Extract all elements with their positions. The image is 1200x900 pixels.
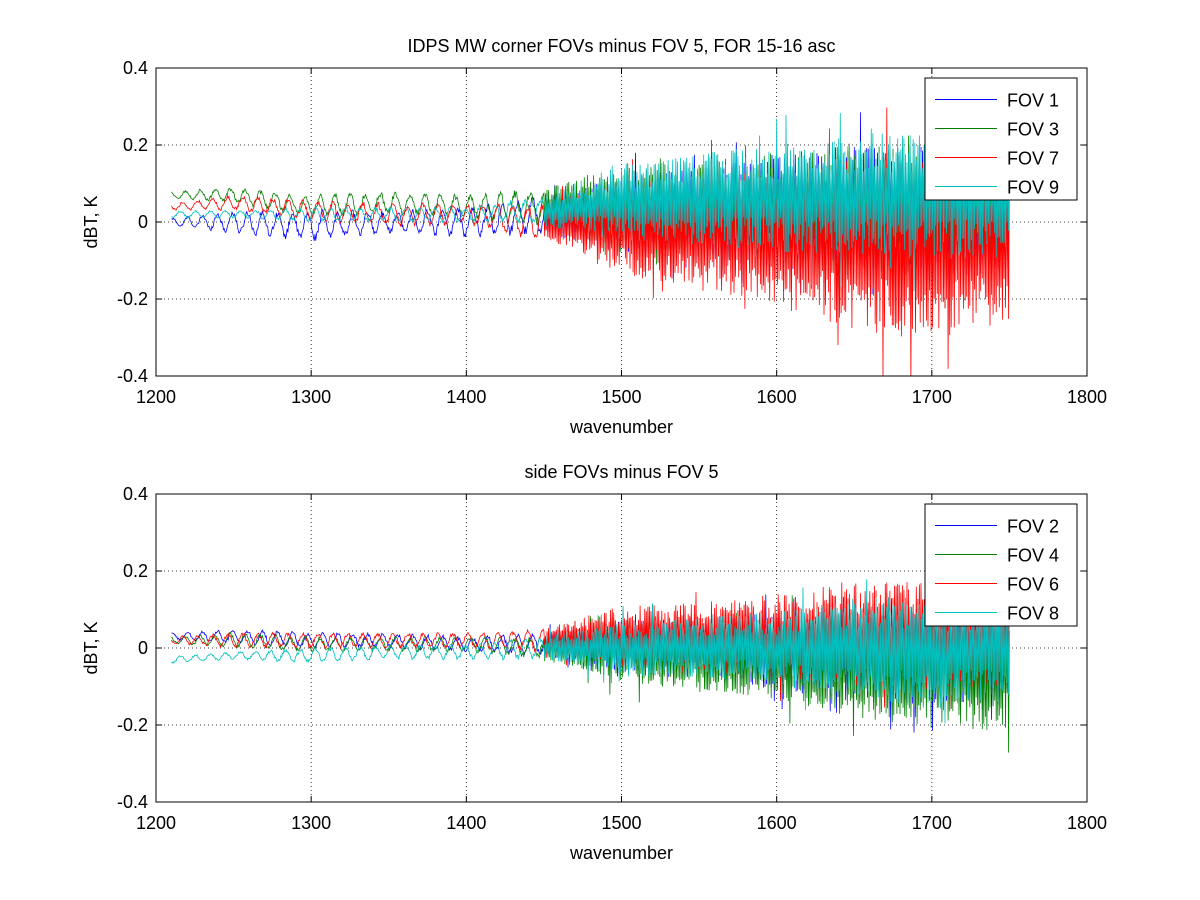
- x-tick-label: 1200: [136, 813, 176, 833]
- x-tick-label: 1400: [446, 813, 486, 833]
- y-axis: -0.4 -0.2 0 0.2 0.4: [117, 58, 1087, 386]
- y-tick-label: 0.2: [123, 561, 148, 581]
- y-tick-label: 0: [138, 212, 148, 232]
- legend-label: FOV 9: [1007, 178, 1059, 198]
- x-axis-label: wavenumber: [569, 843, 673, 863]
- legend-label: FOV 7: [1007, 149, 1059, 169]
- legend-label: FOV 6: [1007, 575, 1059, 595]
- legend-label: FOV 2: [1007, 517, 1059, 537]
- legend-label: FOV 8: [1007, 604, 1059, 624]
- y-tick-label: -0.2: [117, 715, 148, 735]
- y-tick-label: -0.2: [117, 289, 148, 309]
- x-axis-label: wavenumber: [569, 417, 673, 437]
- x-tick-label: 1700: [912, 813, 952, 833]
- legend: FOV 1 FOV 3 FOV 7 FOV 9: [924, 77, 1078, 201]
- y-tick-label: -0.4: [117, 366, 148, 386]
- y-tick-label: -0.4: [117, 792, 148, 812]
- series-group: [171, 107, 1010, 376]
- x-tick-label: 1400: [446, 387, 486, 407]
- x-tick-label: 1600: [757, 387, 797, 407]
- y-axis-label: dBT, K: [81, 195, 101, 248]
- legend-label: FOV 4: [1007, 546, 1059, 566]
- y-tick-label: 0.2: [123, 135, 148, 155]
- x-axis: 1200 1300 1400 1500 1600 1700 1800: [136, 68, 1107, 407]
- series-line-fov-9: [171, 113, 1010, 292]
- legend-box: [924, 503, 1078, 627]
- x-axis: 1200 1300 1400 1500 1600 1700 1800: [136, 494, 1107, 833]
- x-tick-label: 1500: [601, 813, 641, 833]
- x-tick-label: 1200: [136, 387, 176, 407]
- x-tick-label: 1300: [291, 813, 331, 833]
- chart-title: IDPS MW corner FOVs minus FOV 5, FOR 15-…: [407, 36, 835, 56]
- grid: [156, 494, 1087, 802]
- y-tick-label: 0.4: [123, 484, 148, 504]
- series-line-fov-6: [171, 582, 1010, 710]
- chart-panel-2: 1200 1300 1400 1500 1600 1700 1800 -0.4 -0.2 0 0.2…: [81, 462, 1107, 863]
- x-tick-label: 1700: [912, 387, 952, 407]
- y-tick-label: 0: [138, 638, 148, 658]
- series-line-fov-8: [171, 579, 1010, 724]
- y-axis: -0.4 -0.2 0 0.2 0.4: [117, 484, 1087, 812]
- x-tick-label: 1300: [291, 387, 331, 407]
- grid: [156, 68, 1087, 376]
- chart-title: side FOVs minus FOV 5: [524, 462, 718, 482]
- legend-label: FOV 3: [1007, 120, 1059, 140]
- legend-box: [924, 77, 1078, 201]
- chart-panel-1: 1200 1300 1400 1500 1600 1700 1800 -0.4 -0.2 0 0.2…: [81, 36, 1107, 437]
- y-axis-label: dBT, K: [81, 621, 101, 674]
- x-tick-label: 1500: [601, 387, 641, 407]
- legend: FOV 2 FOV 4 FOV 6 FOV 8: [924, 503, 1078, 627]
- x-tick-label: 1800: [1067, 813, 1107, 833]
- x-tick-label: 1800: [1067, 387, 1107, 407]
- series-group: [171, 579, 1010, 753]
- x-tick-label: 1600: [757, 813, 797, 833]
- legend-label: FOV 1: [1007, 91, 1059, 111]
- y-tick-label: 0.4: [123, 58, 148, 78]
